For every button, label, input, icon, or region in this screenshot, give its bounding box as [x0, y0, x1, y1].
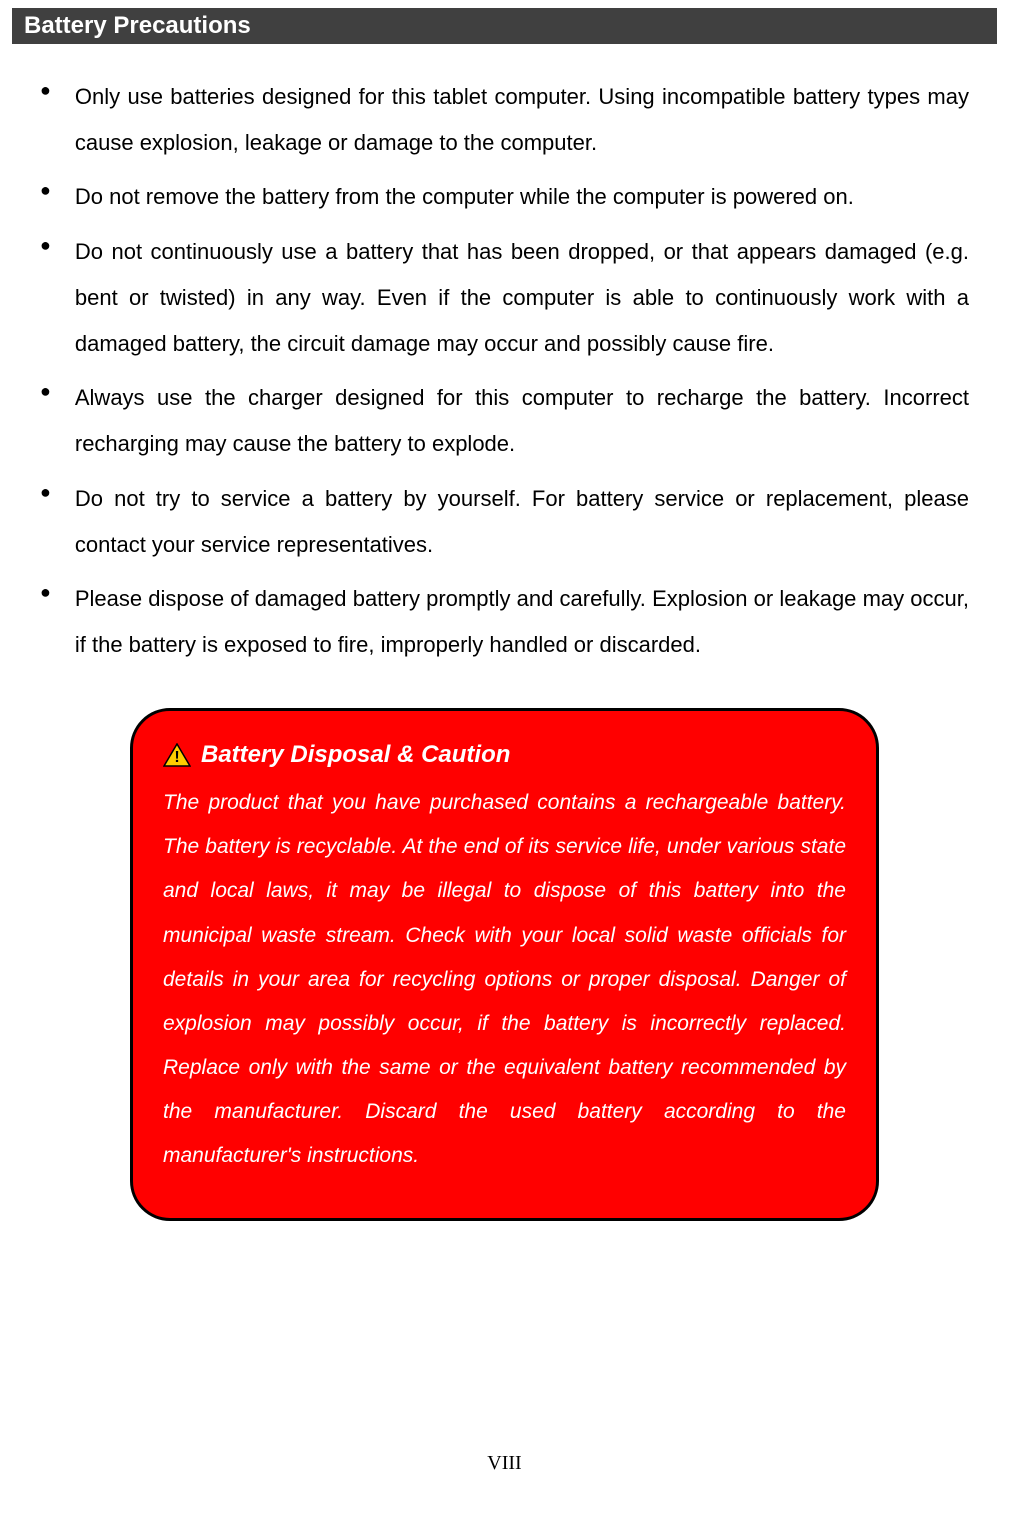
bullet-icon: ● [40, 381, 51, 402]
list-item: ● Only use batteries designed for this t… [40, 74, 969, 166]
bullet-text: Do not continuously use a battery that h… [75, 229, 969, 368]
caution-header: ! Battery Disposal & Caution [163, 741, 846, 769]
bullet-icon: ● [40, 180, 51, 201]
bullet-text: Do not remove the battery from the compu… [75, 174, 854, 220]
bullet-text: Do not try to service a battery by yours… [75, 476, 969, 568]
list-item: ● Do not continuously use a battery that… [40, 229, 969, 368]
list-item: ● Do not remove the battery from the com… [40, 174, 969, 220]
section-header: Battery Precautions [12, 8, 997, 44]
bullet-text: Always use the charger designed for this… [75, 375, 969, 467]
warning-triangle-icon: ! [163, 743, 191, 767]
caution-body-text: The product that you have purchased cont… [163, 781, 846, 1178]
caution-title: Battery Disposal & Caution [201, 741, 510, 769]
bullet-text: Please dispose of damaged battery prompt… [75, 576, 969, 668]
bullet-icon: ● [40, 80, 51, 101]
list-item: ● Do not try to service a battery by you… [40, 476, 969, 568]
svg-text:!: ! [174, 749, 179, 766]
section-title: Battery Precautions [24, 12, 251, 39]
page-number: VIII [487, 1452, 521, 1475]
bullet-icon: ● [40, 482, 51, 503]
list-item: ● Always use the charger designed for th… [40, 375, 969, 467]
list-item: ● Please dispose of damaged battery prom… [40, 576, 969, 668]
precautions-list: ● Only use batteries designed for this t… [40, 74, 969, 668]
bullet-icon: ● [40, 582, 51, 603]
bullet-text: Only use batteries designed for this tab… [75, 74, 969, 166]
bullet-icon: ● [40, 235, 51, 256]
caution-box: ! Battery Disposal & Caution The product… [130, 708, 879, 1221]
main-content: ● Only use batteries designed for this t… [0, 44, 1009, 1221]
